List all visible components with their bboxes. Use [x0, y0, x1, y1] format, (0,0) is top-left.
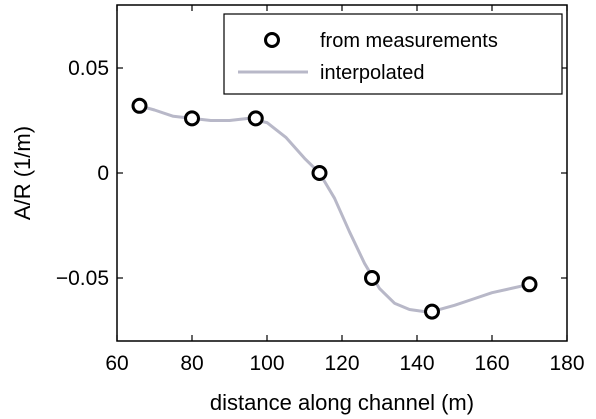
measurement-point: [184, 110, 200, 127]
x-axis-ticks: 60 80 100 120 140 160 180: [105, 5, 585, 375]
x-tick-label: 120: [324, 352, 359, 375]
measurement-point: [311, 165, 328, 181]
interpolated-line: [138, 104, 531, 314]
x-axis-label: distance along channel (m): [210, 390, 474, 415]
y-axis-label: A/R (1/m): [10, 126, 35, 220]
legend-entry-measurements: from measurements: [320, 30, 498, 52]
legend-entry-interpolated: interpolated: [320, 62, 425, 84]
legend-box: [223, 13, 563, 95]
measurement-point: [424, 303, 440, 320]
measurement-point: [131, 97, 148, 114]
x-tick-label: 180: [549, 352, 584, 375]
y-axis-ticks: −0.05 0 0.05: [56, 57, 567, 290]
legend-marker-measurements: [264, 32, 280, 48]
legend: from measurements interpolated: [223, 13, 563, 95]
x-tick-label: 100: [249, 352, 284, 375]
y-tick-label: −0.05: [56, 267, 109, 290]
x-tick-label: 140: [399, 352, 434, 375]
y-tick-label: 0.05: [68, 57, 109, 80]
y-tick-label: 0: [97, 162, 109, 185]
measurement-point: [247, 110, 264, 127]
x-tick-label: 60: [105, 352, 128, 375]
measurement-point: [364, 270, 380, 286]
x-tick-label: 160: [474, 352, 509, 375]
measurement-markers: [131, 97, 538, 320]
x-tick-label: 80: [180, 352, 203, 375]
measurement-point: [521, 276, 538, 293]
